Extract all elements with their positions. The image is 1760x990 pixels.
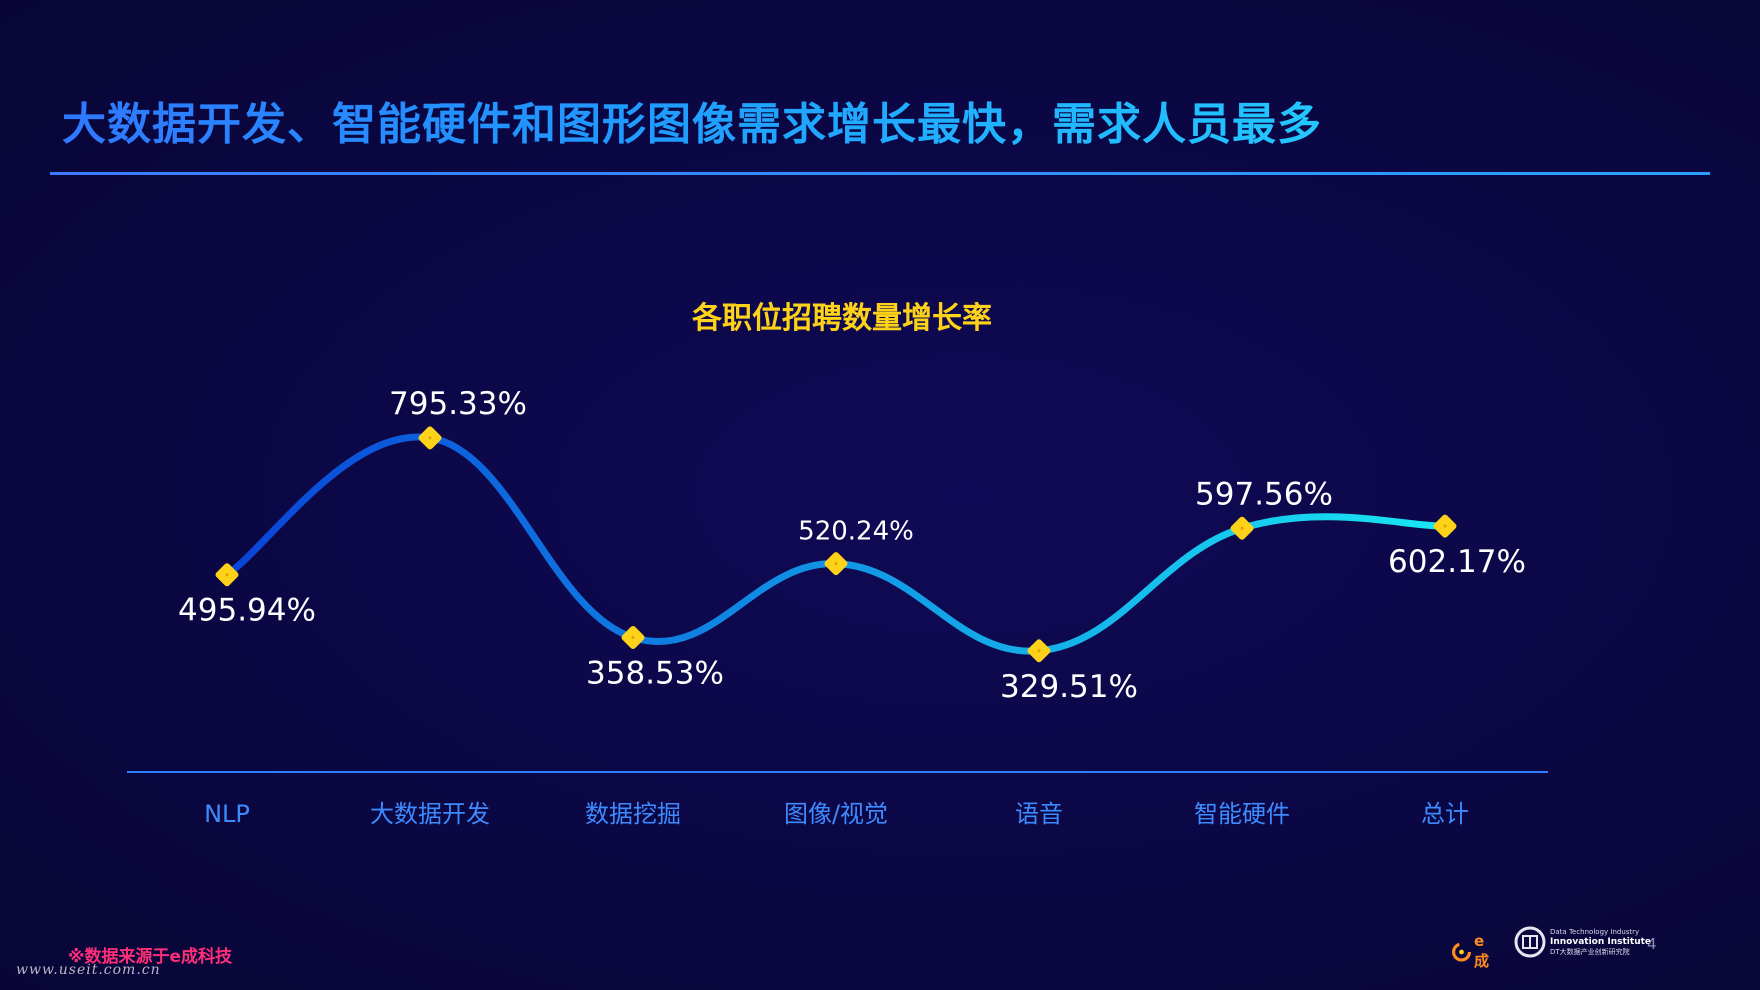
data-label-5: 329.51% [1000, 669, 1138, 705]
x-tick-label-1: NLP [204, 800, 250, 828]
watermark-text: www.useit.com.cn [16, 962, 161, 978]
x-tick-label-4: 图像/视觉 [784, 800, 888, 828]
x-tick-label-3: 数据挖掘 [585, 800, 681, 828]
dt-logo-line1: Data Technology Industry [1550, 928, 1640, 936]
x-tick-label-5: 语音 [1015, 800, 1063, 828]
echeng-logo-text: e成 [1474, 932, 1490, 970]
data-labels: 495.94% 795.33% 358.53% 520.24% 329.51% 597.5… [178, 386, 1526, 705]
title-divider [50, 172, 1710, 175]
data-point-7 [1433, 514, 1457, 538]
data-points [215, 426, 1457, 663]
dt-logo-line3: DT大数据产业创新研究院 [1550, 948, 1630, 956]
data-label-1: 495.94% [178, 593, 316, 629]
dt-institute-logo-icon [1514, 926, 1546, 958]
data-point-2 [418, 426, 442, 450]
data-label-2: 795.33% [389, 386, 527, 422]
data-point-5 [1027, 639, 1051, 663]
data-point-1 [215, 563, 239, 587]
page-number: 4 [1647, 935, 1657, 953]
data-label-6: 597.56% [1195, 476, 1333, 512]
x-tick-label-6: 智能硬件 [1194, 800, 1290, 828]
x-tick-label-7: 总计 [1421, 800, 1469, 828]
data-point-4 [824, 552, 848, 576]
x-axis-tick-labels: NLP 大数据开发 数据挖掘 图像/视觉 语音 智能硬件 总计 [204, 800, 1469, 828]
data-label-3: 358.53% [586, 656, 724, 692]
echeng-logo-icon [1452, 941, 1472, 962]
data-point-3 [621, 626, 645, 650]
x-tick-label-2: 大数据开发 [370, 800, 490, 828]
echeng-logo: e成 [1452, 932, 1494, 971]
data-source-note: ※数据来源于e成科技 [68, 947, 233, 967]
dt-institute-logo: Data Technology Industry Innovation Inst… [1514, 926, 1651, 958]
data-label-4: 520.24% [798, 517, 914, 547]
slide-title: 大数据开发、智能硬件和图形图像需求增长最快，需求人员最多 [62, 88, 1322, 152]
data-point-6 [1230, 516, 1254, 540]
dt-logo-line2: Innovation Institute [1550, 937, 1652, 947]
chart-title: 各职位招聘数量增长率 [691, 301, 992, 336]
data-label-7: 602.17% [1388, 544, 1526, 580]
